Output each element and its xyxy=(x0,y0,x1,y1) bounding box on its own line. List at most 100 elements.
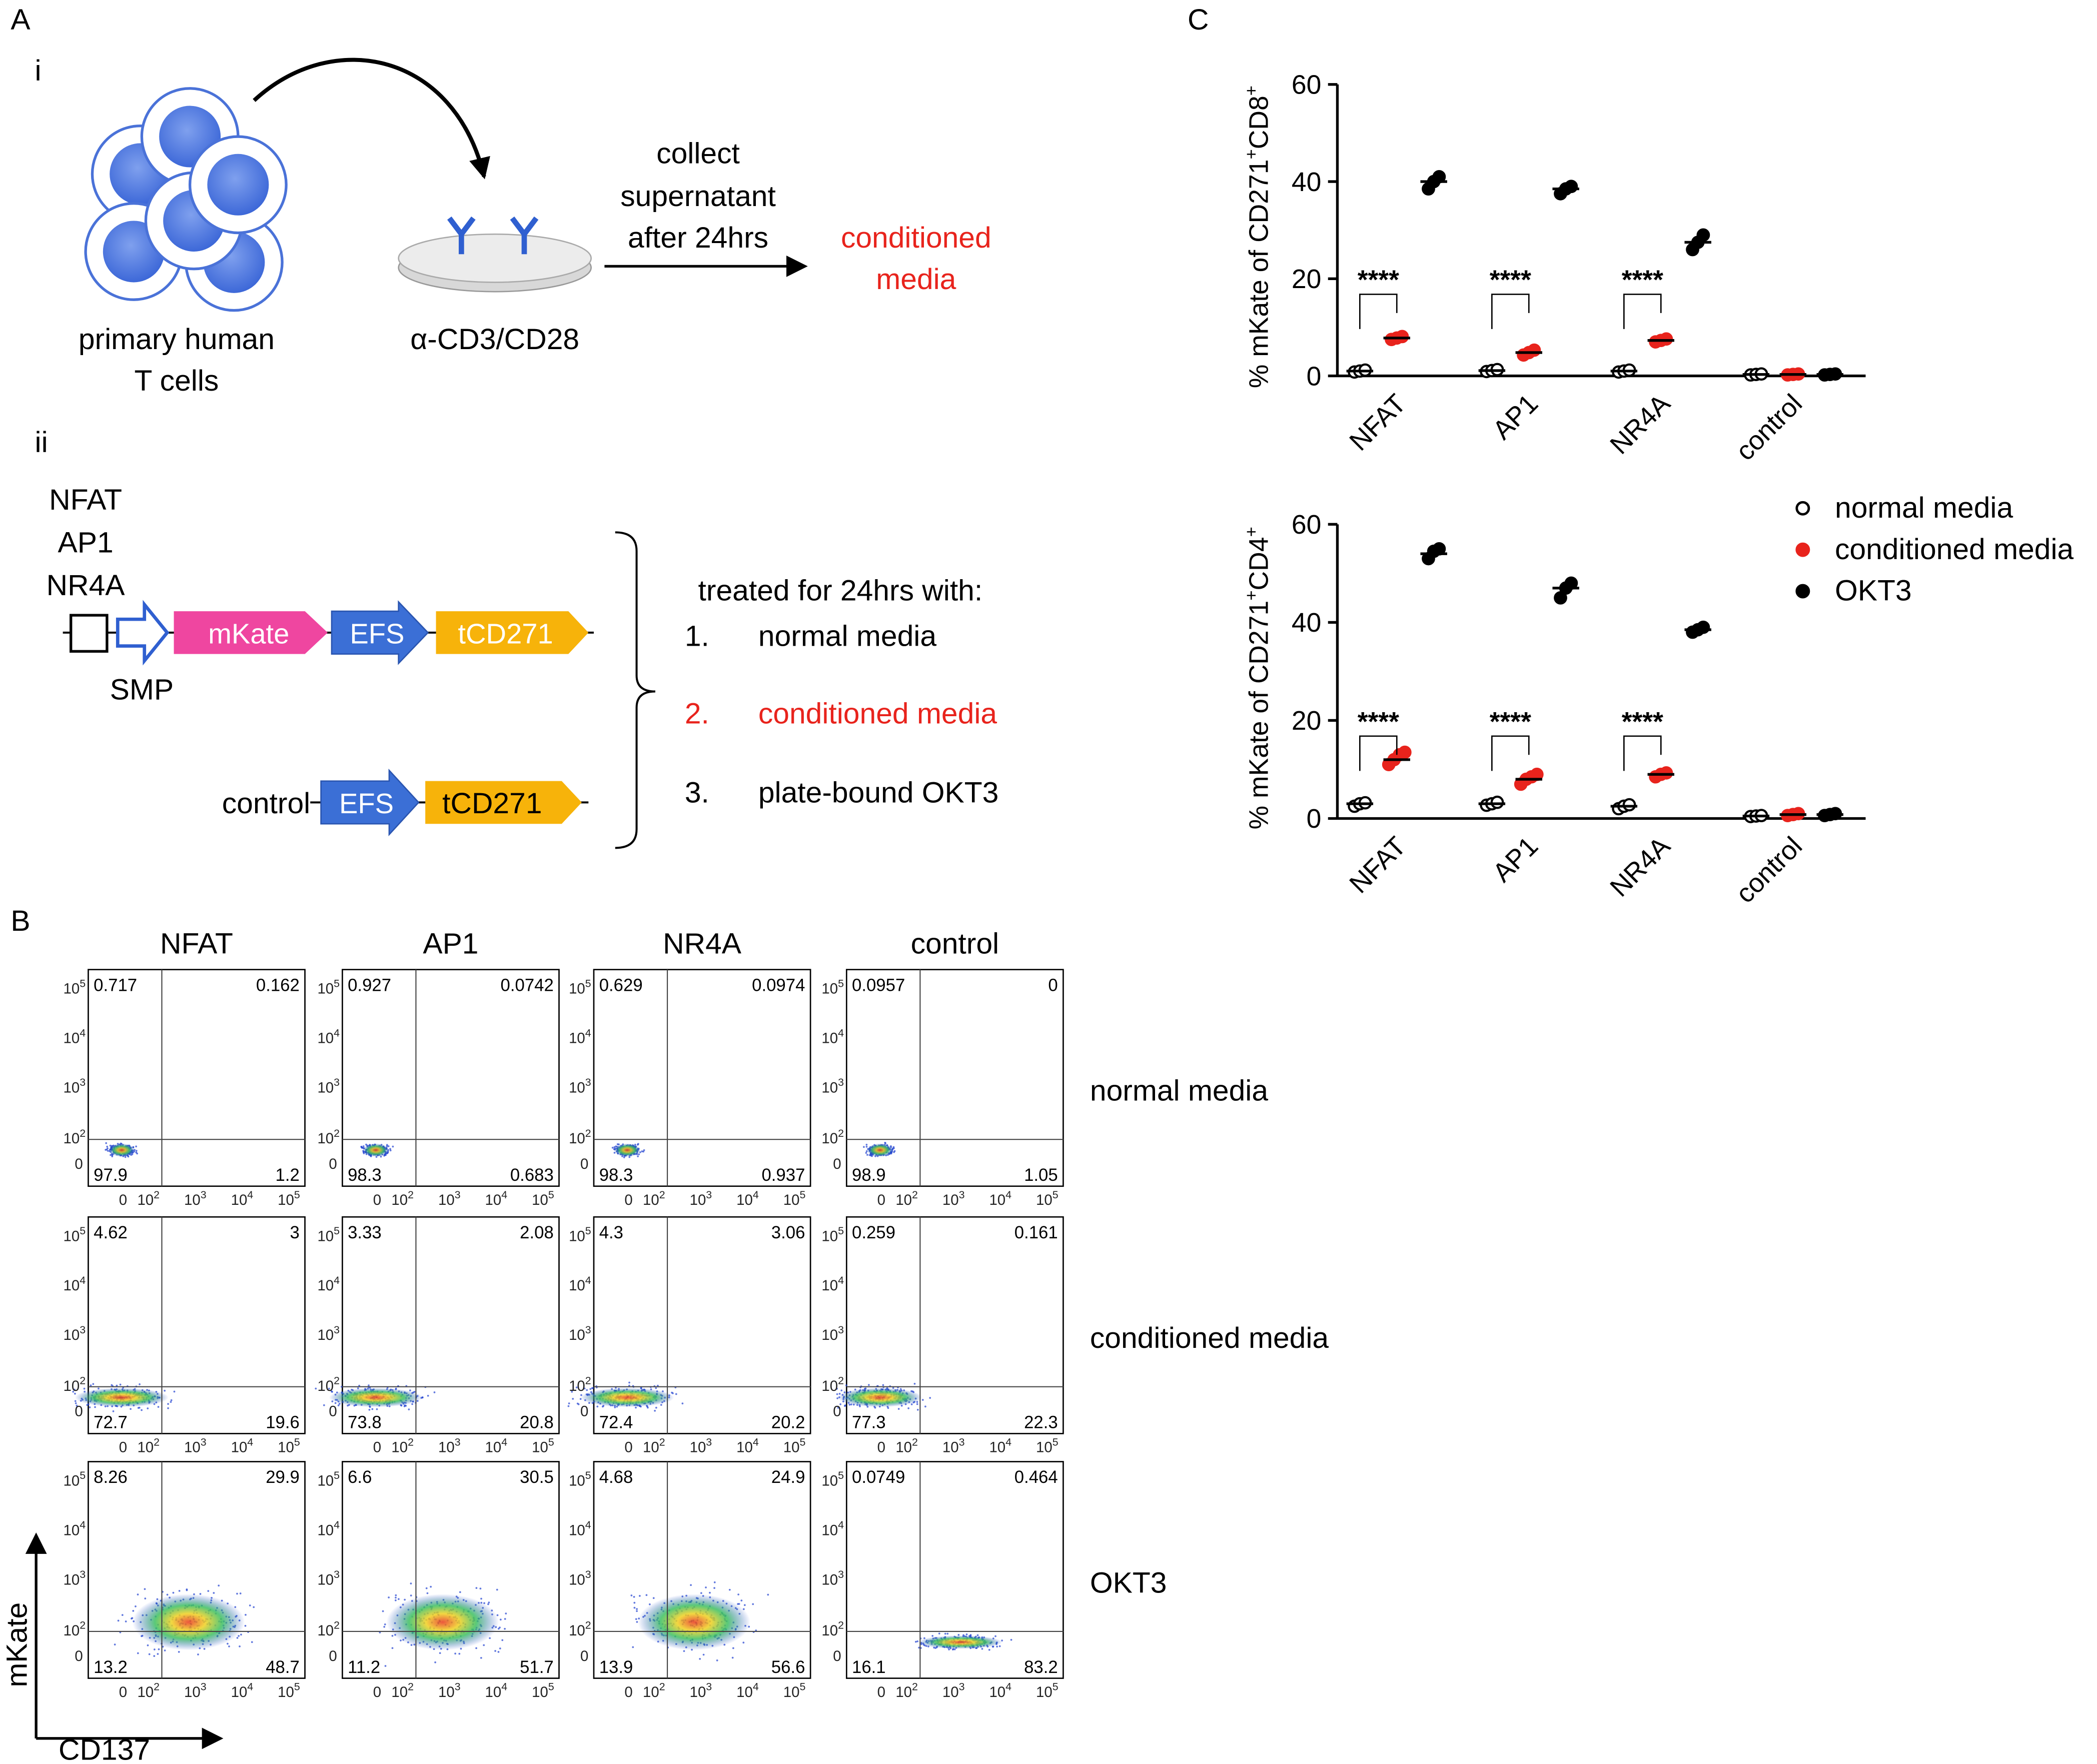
event-dot xyxy=(944,1633,946,1635)
tick-exp: 3 xyxy=(455,1189,461,1201)
flow-plot: 4.62372.719.610210310410500102103104105 xyxy=(64,1217,305,1456)
event-dot xyxy=(500,1618,502,1620)
tick-base: 10 xyxy=(231,1192,248,1208)
event-dot xyxy=(488,1601,490,1603)
quadrant-value: 0.927 xyxy=(348,976,391,995)
tick-exp: 5 xyxy=(799,1436,805,1448)
y-axis-label-part: + xyxy=(1242,86,1261,96)
x-tick-label: control xyxy=(1730,831,1808,909)
event-dot xyxy=(501,1639,503,1641)
event-dot xyxy=(120,1383,122,1385)
event-dot xyxy=(186,1588,188,1590)
event-dot xyxy=(164,1390,166,1392)
event-dot xyxy=(970,1634,972,1636)
event-dot xyxy=(170,1401,172,1403)
tick-exp: 5 xyxy=(294,1189,300,1201)
tick-base: 10 xyxy=(569,1030,585,1047)
event-dot xyxy=(174,1390,176,1392)
tick-exp: 2 xyxy=(154,1189,160,1201)
event-dot xyxy=(106,1146,108,1148)
tick-base: 10 xyxy=(317,1228,334,1244)
legend-label: conditioned media xyxy=(1835,533,2074,566)
event-dot xyxy=(732,1647,734,1649)
tick-label: 103 xyxy=(317,1076,340,1096)
event-dot xyxy=(865,1152,867,1154)
tf-label: AP1 xyxy=(58,526,114,559)
tick-base: 10 xyxy=(137,1192,154,1208)
event-dot xyxy=(167,1594,169,1596)
quadrant-value: 3.33 xyxy=(348,1223,382,1242)
tick-label: 0 xyxy=(833,1156,841,1172)
tick-label: 0 xyxy=(624,1684,632,1700)
treatment-title: treated for 24hrs with: xyxy=(698,575,983,607)
tick-label: 105 xyxy=(64,1225,86,1244)
tick-base: 10 xyxy=(231,1439,248,1456)
tick-exp: 3 xyxy=(959,1681,965,1693)
quadrant-value: 3 xyxy=(290,1223,300,1242)
tick-label: 103 xyxy=(438,1189,461,1208)
event-dot xyxy=(171,1399,173,1401)
event-dot xyxy=(372,1408,374,1410)
density-core xyxy=(580,1388,674,1407)
tick-exp: 4 xyxy=(334,1027,340,1039)
event-dot xyxy=(227,1643,229,1645)
data-point xyxy=(1529,345,1540,356)
tick-exp: 2 xyxy=(408,1436,414,1448)
quadrant-value: 0.0749 xyxy=(852,1468,905,1487)
tick-exp: 2 xyxy=(659,1189,665,1201)
flow-plot: 0.0957098.91.051021031041050010210310410… xyxy=(821,970,1063,1209)
gene-label: EFS xyxy=(339,788,394,819)
event-dot xyxy=(249,1604,251,1606)
tick-exp: 4 xyxy=(838,1027,844,1039)
tick-base: 10 xyxy=(184,1684,201,1700)
tick-label: 104 xyxy=(989,1681,1011,1700)
tick-label: 105 xyxy=(278,1436,300,1455)
event-dot xyxy=(111,1155,113,1157)
tick-label: 103 xyxy=(569,1324,591,1343)
y-axis-label-part: + xyxy=(1242,590,1261,600)
event-dot xyxy=(898,1408,900,1410)
y-tick-label: 0 xyxy=(1307,362,1322,391)
tick-label: 105 xyxy=(821,1225,844,1244)
tick-label: 104 xyxy=(989,1189,1011,1208)
density-core xyxy=(387,1594,499,1650)
event-dot xyxy=(646,1594,648,1596)
subpanel-label: ii xyxy=(35,426,48,459)
significance-bracket xyxy=(1624,736,1661,771)
tick-base: 10 xyxy=(317,1327,334,1343)
tick-exp: 5 xyxy=(548,1681,554,1693)
tick-exp: 3 xyxy=(334,1324,340,1336)
event-dot xyxy=(105,1142,107,1144)
quadrant-value: 2.08 xyxy=(520,1223,554,1242)
legend-label: OKT3 xyxy=(1835,575,1912,607)
event-dot xyxy=(240,1633,242,1635)
event-dot xyxy=(122,1614,124,1616)
control-label: control xyxy=(222,787,310,820)
event-dot xyxy=(197,1653,199,1655)
event-dot xyxy=(636,1608,638,1610)
event-dot xyxy=(136,1152,138,1154)
event-dot xyxy=(499,1647,501,1649)
event-dot xyxy=(994,1635,996,1637)
tick-exp: 5 xyxy=(294,1681,300,1693)
tick-label: 103 xyxy=(821,1076,844,1096)
tick-base: 10 xyxy=(317,1378,334,1394)
event-dot xyxy=(480,1598,482,1600)
event-dot xyxy=(568,1405,570,1407)
event-dot xyxy=(938,1632,940,1634)
treatment-label: conditioned media xyxy=(758,698,997,730)
quadrant-value: 0.259 xyxy=(852,1223,895,1242)
event-dot xyxy=(682,1402,684,1404)
event-dot xyxy=(732,1657,734,1659)
tick-label: 104 xyxy=(317,1274,340,1294)
tf-label: NFAT xyxy=(49,484,122,516)
event-dot xyxy=(931,1635,933,1637)
tick-exp: 3 xyxy=(455,1681,461,1693)
tick-exp: 5 xyxy=(80,1469,86,1481)
tick-exp: 2 xyxy=(585,1127,591,1139)
tick-label: 104 xyxy=(821,1027,844,1046)
event-dot xyxy=(323,1404,325,1406)
tick-base: 10 xyxy=(64,1522,80,1538)
tick-exp: 4 xyxy=(838,1519,844,1531)
quadrant-value: 0.629 xyxy=(599,976,643,995)
